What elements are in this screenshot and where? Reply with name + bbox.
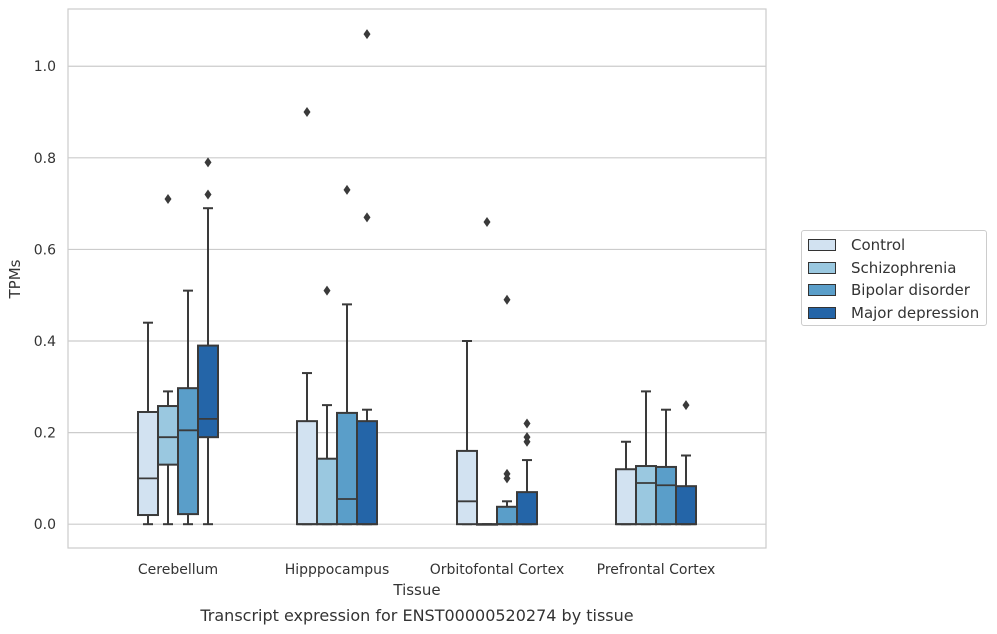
outlier-point (164, 194, 172, 205)
box-schizophrenia (635, 390, 657, 526)
outlier-point (323, 285, 331, 296)
box-body (157, 405, 179, 466)
box-control (137, 321, 159, 526)
box-body (655, 465, 677, 526)
legend-swatch-bipolar-disorder (808, 284, 836, 296)
legend-item-schizophrenia: Schizophrenia (808, 258, 956, 278)
box-body (635, 465, 657, 526)
legend-swatch-control (808, 239, 836, 251)
box-body (177, 387, 199, 516)
outlier-point (363, 29, 371, 40)
y-tick-label: 0.2 (34, 426, 56, 442)
box-major-depression (675, 400, 697, 526)
x-tick-label: Prefrontal Cortex (597, 562, 716, 578)
outlier-point (204, 189, 212, 200)
legend-item-major-depression: Major depression (808, 303, 979, 323)
legend-item-bipolar-disorder: Bipolar disorder (808, 280, 970, 300)
box-major-depression (197, 157, 219, 526)
legend-label-major-depression: Major depression (851, 304, 980, 322)
box-groups (137, 29, 697, 526)
outlier-point (483, 216, 491, 227)
y-tick-label: 0.4 (34, 334, 56, 350)
x-tick-label: Orbitofontal Cortex (430, 562, 565, 578)
y-axis-label: TPMs (6, 259, 24, 299)
box-body (356, 420, 378, 526)
box-body (296, 420, 318, 526)
y-tick-label: 0.6 (34, 242, 56, 258)
outlier-point (303, 107, 311, 118)
box-bipolar-disorder (655, 408, 677, 526)
box-body (336, 411, 358, 526)
legend: Control Schizophrenia Bipolar disorder M… (801, 230, 987, 326)
box-control (615, 440, 637, 526)
legend-swatch-schizophrenia (808, 262, 836, 274)
outlier-point (204, 157, 212, 168)
outlier-point (503, 473, 511, 484)
box-major-depression (516, 418, 538, 526)
y-tick-label: 0.8 (34, 151, 56, 167)
x-tick-labels: Cerebellum Hipppocampus Orbitofontal Corte… (138, 562, 715, 578)
box-control (456, 340, 478, 526)
legend-label-bipolar-disorder: Bipolar disorder (851, 281, 970, 299)
outlier-point (343, 184, 351, 195)
legend-label-control: Control (851, 236, 906, 254)
outlier-point (682, 400, 690, 411)
legend-label-schizophrenia: Schizophrenia (851, 259, 957, 277)
box-body (316, 457, 338, 526)
box-body (456, 449, 478, 526)
box-body (496, 505, 518, 526)
box-body (516, 491, 538, 526)
box-bipolar-disorder (177, 289, 199, 526)
outlier-point (503, 294, 511, 305)
y-tick-labels: 0.0 0.2 0.4 0.6 0.8 1.0 (34, 59, 56, 533)
box-body (615, 468, 637, 526)
x-tick-label: Hipppocampus (285, 562, 390, 578)
box-body (675, 485, 697, 526)
box-major-depression (356, 29, 378, 526)
outlier-point (523, 418, 531, 429)
legend-swatch-major-depression (808, 307, 836, 319)
box-body (137, 410, 159, 517)
legend-item-control: Control (808, 235, 905, 255)
outlier-point (523, 436, 531, 447)
x-axis-label: Tissue (392, 581, 440, 599)
figure-caption: Transcript expression for ENST0000052027… (200, 606, 634, 625)
y-tick-label: 1.0 (34, 59, 56, 75)
box-bipolar-disorder (496, 294, 518, 526)
y-tick-label: 0.0 (34, 517, 56, 533)
outlier-point (363, 212, 371, 223)
x-tick-label: Cerebellum (138, 562, 218, 578)
box-body (197, 344, 219, 439)
